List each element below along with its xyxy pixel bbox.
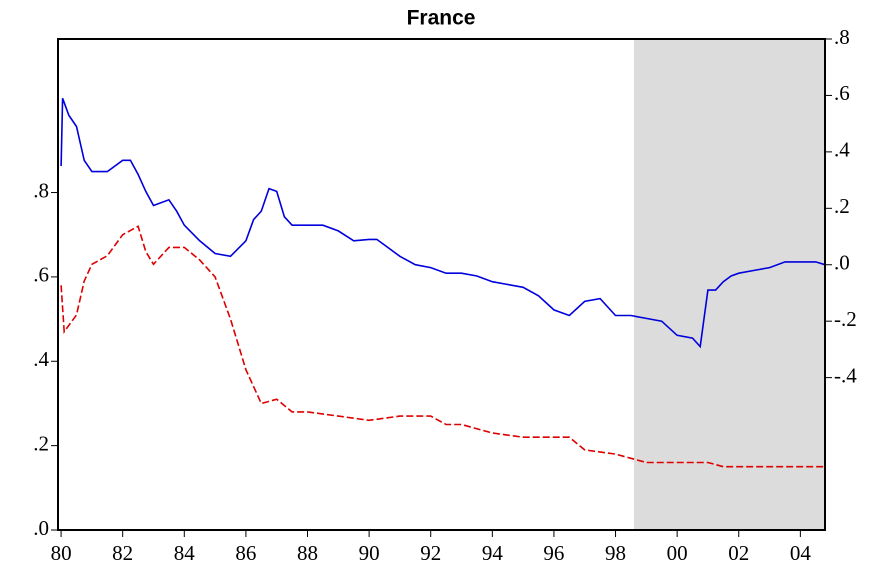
- x-tick-label: 00: [667, 541, 688, 565]
- chart-title: France: [407, 7, 476, 30]
- y-tick-label: .4: [33, 347, 49, 371]
- y2-tick-label: -.4: [834, 363, 857, 387]
- y2-tick-label: .4: [834, 138, 850, 162]
- x-tick-label: 90: [359, 541, 380, 565]
- x-tick-label: 82: [112, 541, 133, 565]
- y2-tick-label: .6: [834, 81, 850, 105]
- y-tick-label: .0: [33, 516, 49, 540]
- x-tick-label: 88: [297, 541, 318, 565]
- y-tick-label: .8: [33, 178, 49, 202]
- x-tick-label: 96: [543, 541, 564, 565]
- y2-tick-label: .2: [834, 194, 850, 218]
- y2-tick-label: .8: [834, 25, 850, 49]
- shaded-region: [634, 39, 825, 530]
- x-tick-label: 92: [420, 541, 441, 565]
- line-series: [60, 225, 825, 468]
- x-tick-label: 80: [51, 541, 72, 565]
- y2-tick-label: .0: [834, 251, 850, 275]
- plot-frame: [57, 38, 826, 531]
- x-tick-label: 94: [482, 541, 504, 565]
- x-tick-label: 86: [235, 541, 256, 565]
- x-tick-label: 98: [605, 541, 626, 565]
- y2-tick-label: -.2: [834, 307, 857, 331]
- x-tick-label: 04: [790, 541, 812, 565]
- x-tick-label: 84: [174, 541, 196, 565]
- y-tick-label: .6: [33, 263, 49, 287]
- x-tick-label: 02: [728, 541, 749, 565]
- y-tick-label: .2: [33, 431, 49, 455]
- line-series: [60, 98, 826, 349]
